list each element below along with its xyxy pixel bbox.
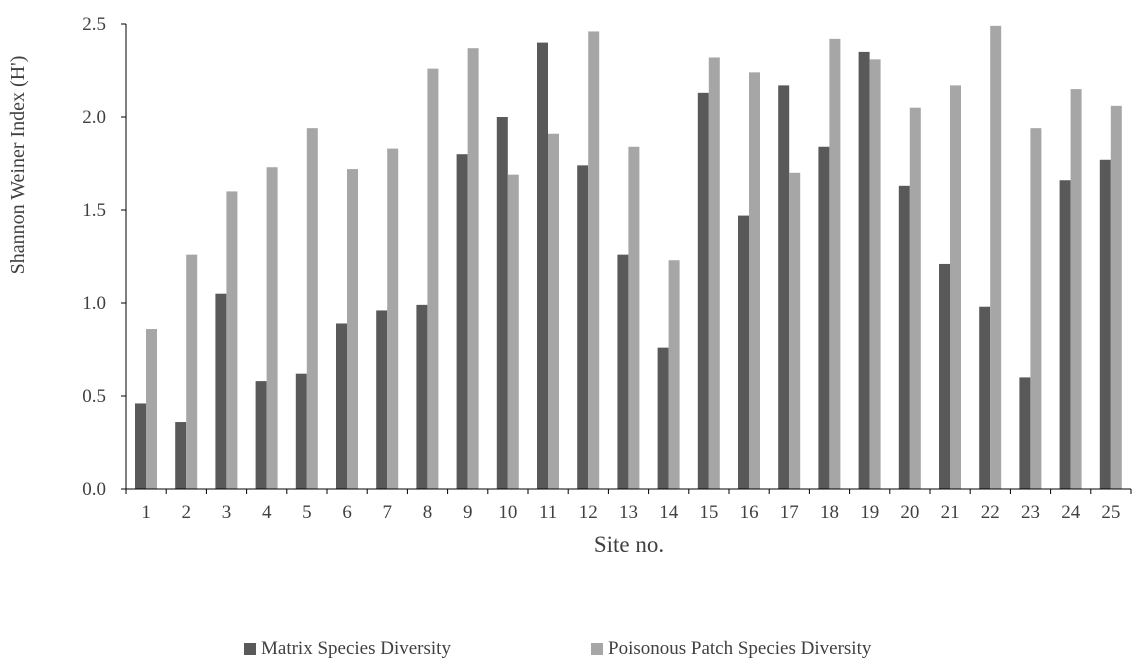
bar-matrix xyxy=(295,373,307,489)
bar-matrix xyxy=(175,422,187,489)
bar-matrix xyxy=(135,403,146,489)
legend-label-matrix: Matrix Species Diversity xyxy=(261,638,451,659)
y-tick-label: 2.0 xyxy=(82,107,106,128)
x-tick-label: 21 xyxy=(941,502,960,523)
y-tick-label: 2.5 xyxy=(82,14,106,35)
bar-poisonous xyxy=(387,148,399,489)
bar-poisonous xyxy=(186,254,198,489)
bar-poisonous xyxy=(427,68,439,489)
bar-poisonous xyxy=(909,107,921,489)
bar-poisonous xyxy=(668,260,680,489)
x-tick-label: 24 xyxy=(1061,502,1081,523)
x-tick-label: 6 xyxy=(342,502,352,523)
bar-poisonous xyxy=(749,72,760,490)
bar-matrix xyxy=(376,310,388,489)
bar-poisonous xyxy=(789,172,801,490)
x-tick-label: 25 xyxy=(1101,502,1120,523)
bar-poisonous xyxy=(306,128,318,489)
bar-matrix xyxy=(939,263,950,489)
x-tick-label: 10 xyxy=(498,502,517,523)
y-axis: 0.0 0.5 1.0 1.5 2.0 2.5 xyxy=(82,14,127,500)
bar-poisonous xyxy=(990,25,1002,490)
bar-matrix xyxy=(778,85,790,489)
bar-matrix xyxy=(496,117,508,489)
x-tick-label: 2 xyxy=(182,502,192,523)
y-tick-label: 0.0 xyxy=(82,479,106,500)
bar-matrix xyxy=(577,165,589,490)
bar-matrix xyxy=(416,304,428,489)
bar-matrix xyxy=(738,215,749,489)
bar-poisonous xyxy=(266,167,278,489)
bar-matrix xyxy=(858,51,870,490)
x-tick-label: 20 xyxy=(900,502,919,523)
bar-matrix xyxy=(1059,180,1071,490)
bar-poisonous xyxy=(467,48,479,490)
bar-matrix xyxy=(657,347,669,489)
bar-matrix xyxy=(336,323,347,489)
legend-swatch-poisonous xyxy=(591,643,603,655)
x-tick-label: 1 xyxy=(141,502,151,523)
x-tick-label: 7 xyxy=(383,502,393,523)
x-tick-label: 13 xyxy=(619,502,638,523)
x-tick-label: 19 xyxy=(860,502,879,523)
legend: Matrix Species Diversity Poisonous Patch… xyxy=(0,638,1137,660)
legend-item-matrix: Matrix Species Diversity xyxy=(244,638,451,660)
bar-poisonous xyxy=(146,329,157,489)
bars xyxy=(135,25,1122,490)
legend-label-poisonous: Poisonous Patch Species Diversity xyxy=(608,638,872,659)
x-tick-label: 8 xyxy=(423,502,433,523)
bar-matrix xyxy=(697,92,709,489)
bar-matrix xyxy=(456,154,468,489)
bar-poisonous xyxy=(708,57,720,489)
bar-poisonous xyxy=(628,146,640,489)
bar-poisonous xyxy=(507,174,519,489)
bar-poisonous xyxy=(548,133,559,490)
bar-poisonous xyxy=(869,59,881,490)
x-tick-label: 15 xyxy=(699,502,718,523)
x-tick-label: 5 xyxy=(302,502,312,523)
y-axis-label: Shannon Weiner Index (H') xyxy=(7,56,29,275)
bar-matrix xyxy=(537,42,548,489)
bar-matrix xyxy=(617,254,629,489)
bar-matrix xyxy=(215,293,227,489)
x-tick-label: 23 xyxy=(1021,502,1040,523)
legend-swatch-matrix xyxy=(244,643,256,655)
x-tick-label: 14 xyxy=(659,502,679,523)
x-tick-label: 16 xyxy=(740,502,759,523)
bar-matrix xyxy=(818,146,830,489)
legend-item-poisonous: Poisonous Patch Species Diversity xyxy=(591,638,871,660)
x-axis-label: Site no. xyxy=(594,532,664,557)
bar-poisonous xyxy=(226,191,238,489)
x-tick-label: 22 xyxy=(981,502,1000,523)
x-tick-label: 12 xyxy=(579,502,598,523)
x-tick-label: 9 xyxy=(463,502,473,523)
bar-poisonous xyxy=(1110,105,1122,489)
x-tick-label: 18 xyxy=(820,502,839,523)
x-tick-label: 4 xyxy=(262,502,272,523)
x-tick-label: 3 xyxy=(222,502,232,523)
bar-poisonous xyxy=(829,38,841,489)
x-tick-label: 11 xyxy=(539,502,557,523)
y-tick-label: 0.5 xyxy=(82,386,106,407)
bar-poisonous xyxy=(347,169,358,489)
y-tick-label: 1.0 xyxy=(82,293,106,314)
bar-poisonous xyxy=(1070,89,1082,489)
y-tick-label: 1.5 xyxy=(82,200,106,221)
x-axis: 1 2 3 4 5 6 7 8 9 10 11 12 13 14 15 16 17 18 19 20 21 22 23 24 2… xyxy=(125,488,1132,523)
x-tick-label: 17 xyxy=(780,502,799,523)
bar-matrix xyxy=(979,306,991,489)
bar-matrix xyxy=(1099,159,1111,489)
bar-poisonous xyxy=(588,31,600,489)
bar-matrix xyxy=(255,381,267,489)
bar-matrix xyxy=(1019,377,1031,489)
bar-poisonous xyxy=(1030,128,1042,489)
bar-matrix xyxy=(898,185,910,489)
bar-poisonous xyxy=(950,85,961,489)
